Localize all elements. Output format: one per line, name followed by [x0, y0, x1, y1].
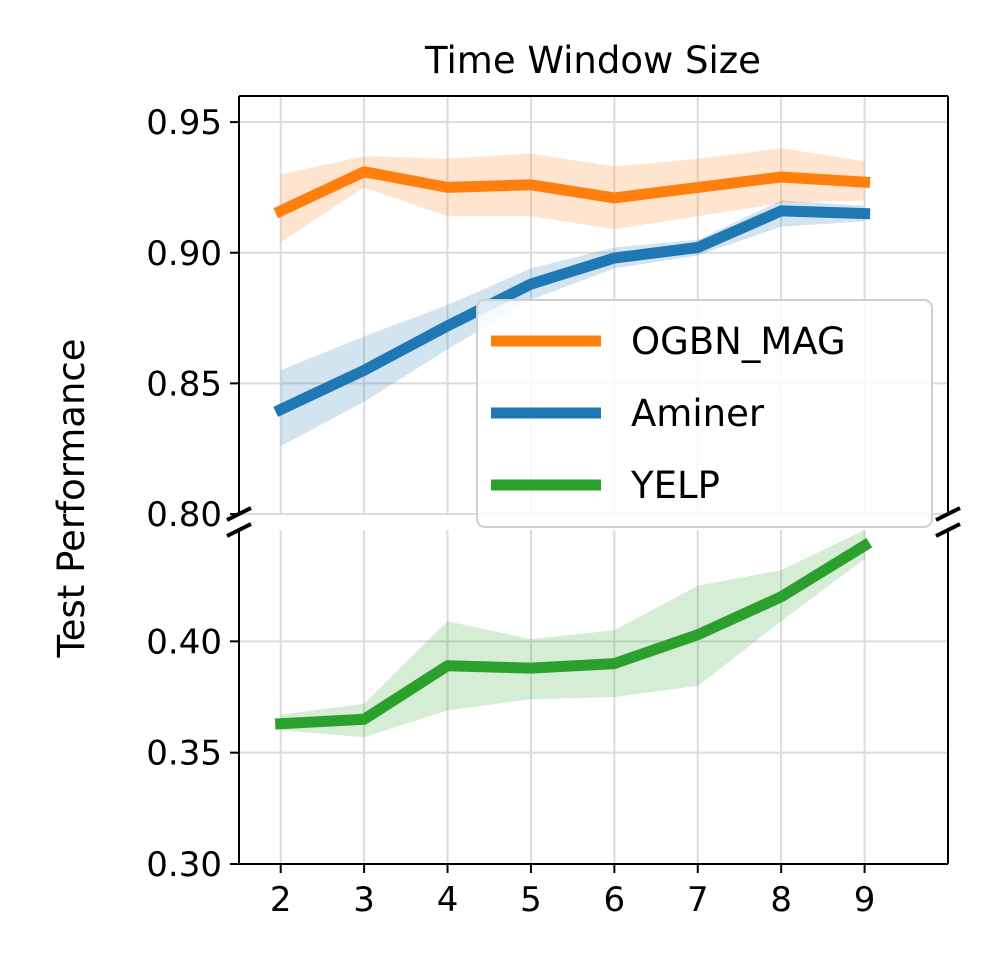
chart-title: Time Window Size [424, 39, 761, 82]
y-tick-label: 0.30 [146, 845, 222, 885]
legend-label: Aminer [631, 392, 765, 435]
axis-break-mark [935, 522, 961, 538]
y-tick-label: 0.40 [146, 622, 222, 662]
y-axis-label: Test Performance [50, 338, 93, 658]
x-tick-label: 5 [520, 880, 542, 920]
x-tick-label: 3 [353, 880, 375, 920]
series-lines [273, 166, 873, 730]
y-tick-label: 0.35 [146, 734, 222, 774]
legend: OGBN_MAG Aminer YELP [476, 299, 933, 528]
legend-label: OGBN_MAG [631, 320, 846, 363]
y-tick-label: 0.95 [146, 103, 222, 143]
legend-label: YELP [630, 464, 720, 507]
x-tick-label: 2 [270, 880, 292, 920]
series-line [273, 205, 871, 417]
series-line [273, 166, 871, 219]
axes [226, 95, 961, 865]
y-tick-label: 0.80 [146, 495, 222, 535]
x-tick-label: 9 [854, 880, 876, 920]
x-tick-label: 4 [437, 880, 459, 920]
confidence-band [280, 530, 865, 738]
legend-box [476, 299, 933, 528]
x-tick-label: 6 [604, 880, 626, 920]
axis-break-mark [935, 506, 961, 522]
y-tick-label: 0.90 [146, 234, 222, 274]
y-tick-label: 0.85 [146, 364, 222, 404]
axis-break-mark [226, 522, 252, 538]
x-tick-label: 8 [770, 880, 792, 920]
x-tick-label: 7 [687, 880, 709, 920]
tick-labels: 0.95 0.90 0.85 0.80 0.40 0.35 0.30 2 3 4 5 6 7 8 9 [146, 103, 875, 920]
series-line [274, 538, 873, 730]
